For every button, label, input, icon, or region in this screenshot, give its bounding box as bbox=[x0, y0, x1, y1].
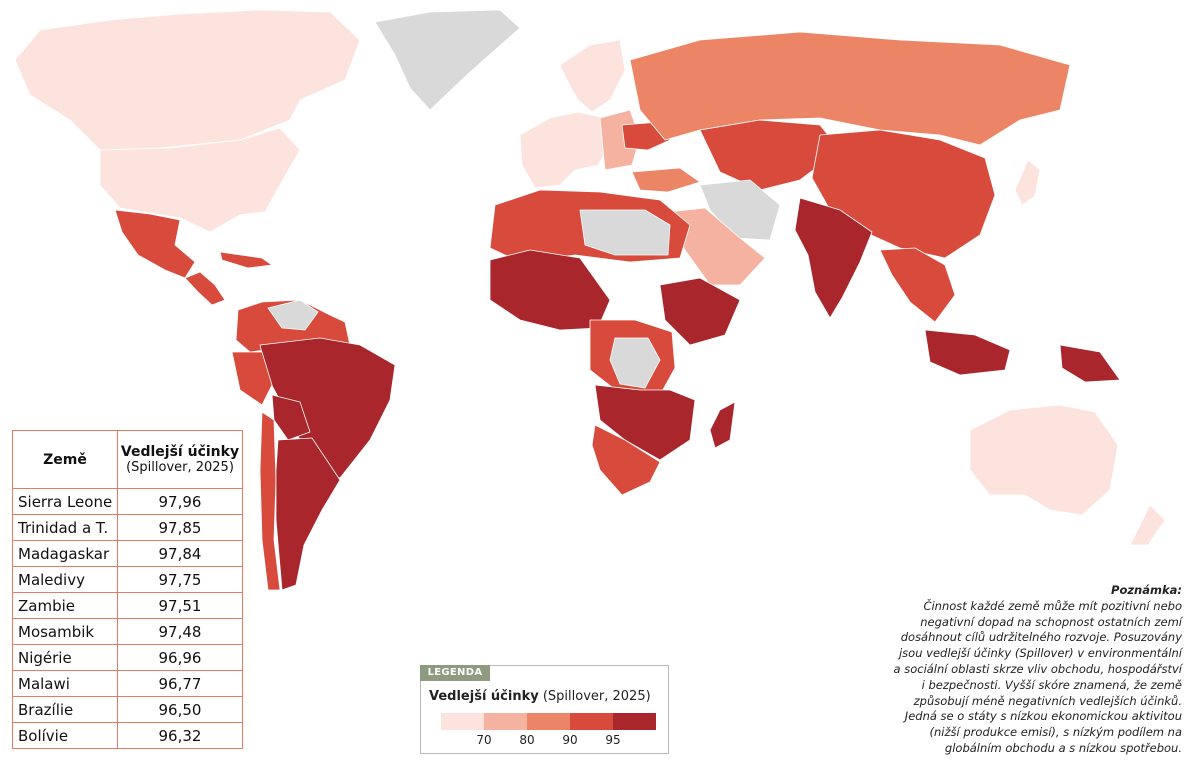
row-value: 96,32 bbox=[117, 722, 243, 749]
row-value: 96,96 bbox=[117, 644, 243, 671]
note-line: Činnost každé země může mít pozitivní ne… bbox=[923, 598, 1182, 613]
note-line: i bezpečnosti. Vyšší skóre znamená, že z… bbox=[921, 677, 1182, 692]
legend-tab: LEGENDA bbox=[420, 665, 490, 681]
region-libya-egypt bbox=[579, 209, 671, 256]
row-value: 96,77 bbox=[117, 670, 243, 697]
legend-title-bold: Vedlejší účinky bbox=[429, 689, 539, 704]
region-indonesia bbox=[924, 329, 1011, 376]
header-value-subtitle: (Spillover, 2025) bbox=[126, 460, 234, 475]
region-west-africa bbox=[489, 249, 611, 331]
table-row: Malawi 96,77 bbox=[12, 670, 243, 697]
legend-tick: 95 bbox=[605, 733, 621, 747]
table-row: Maledivy 97,75 bbox=[12, 566, 243, 593]
legend-swatch-1 bbox=[441, 713, 484, 730]
row-country: Madagaskar bbox=[12, 540, 118, 567]
row-value: 97,48 bbox=[117, 618, 243, 645]
region-chile bbox=[259, 411, 281, 591]
header-country: Země bbox=[12, 430, 118, 489]
region-central-america bbox=[184, 271, 226, 306]
region-greenland bbox=[374, 9, 521, 111]
table-row: Sierra Leone 97,96 bbox=[12, 488, 243, 515]
region-southeast-asia bbox=[879, 247, 956, 323]
region-east-africa bbox=[659, 277, 741, 346]
note-line: (nižší produkce emisí), s nízkým podílem… bbox=[929, 725, 1182, 740]
region-turkey bbox=[631, 167, 701, 193]
region-caribbean bbox=[219, 251, 273, 269]
row-value: 96,50 bbox=[117, 696, 243, 723]
legend-tick: 90 bbox=[562, 733, 578, 747]
region-southern-africa bbox=[591, 424, 661, 496]
region-usa bbox=[99, 127, 301, 233]
row-value: 97,75 bbox=[117, 566, 243, 593]
row-value: 97,84 bbox=[117, 540, 243, 567]
region-venezuela bbox=[267, 299, 319, 331]
region-argentina bbox=[275, 437, 341, 591]
row-country: Nigérie bbox=[12, 644, 118, 671]
table-row: Bolívie 96,32 bbox=[12, 722, 243, 749]
region-peru bbox=[231, 351, 273, 406]
region-bolivia bbox=[271, 394, 311, 441]
table-row: Nigérie 96,96 bbox=[12, 644, 243, 671]
region-new-zealand bbox=[1129, 504, 1166, 546]
note-line: a sociální oblasti skrze vliv obchodu, h… bbox=[893, 661, 1182, 676]
map-note: Poznámka: Činnost každé země může mít po… bbox=[852, 583, 1182, 757]
legend-title-rest: (Spillover, 2025) bbox=[538, 689, 651, 704]
row-country: Brazílie bbox=[12, 696, 118, 723]
note-line: Jedná se o státy s nízkou ekonomickou ak… bbox=[904, 709, 1182, 724]
legend-swatch-3 bbox=[527, 713, 570, 730]
row-country: Maledivy bbox=[12, 566, 118, 593]
table-row: Zambie 97,51 bbox=[12, 592, 243, 619]
legend-swatch-2 bbox=[484, 713, 527, 730]
note-line: jsou vedlejší účinky (Spillover) v envir… bbox=[898, 646, 1182, 661]
table-row: Madagaskar 97,84 bbox=[12, 540, 243, 567]
row-country: Trinidad a T. bbox=[12, 514, 118, 541]
row-value: 97,85 bbox=[117, 514, 243, 541]
legend-swatch-4 bbox=[570, 713, 613, 730]
note-title: Poznámka: bbox=[1111, 583, 1182, 597]
note-line: globálním obchodu a s nízkou spotřebou. bbox=[944, 740, 1182, 755]
note-line: negativní dopad na schopnost ostatních z… bbox=[920, 614, 1182, 629]
table-row: Brazílie 96,50 bbox=[12, 696, 243, 723]
region-russia bbox=[629, 31, 1071, 146]
region-japan bbox=[1014, 159, 1041, 206]
note-line: způsobují méně negativních vedlejších úč… bbox=[913, 693, 1182, 708]
map-legend: LEGENDA Vedlejší účinky (Spillover, 2025… bbox=[420, 665, 669, 754]
region-canada bbox=[14, 9, 361, 151]
legend-tick: 70 bbox=[476, 733, 492, 747]
row-country: Zambie bbox=[12, 592, 118, 619]
region-southern-africa-east bbox=[594, 384, 696, 461]
row-country: Malawi bbox=[12, 670, 118, 697]
region-india bbox=[794, 197, 873, 319]
table-header-row: Země Vedlejší účinky (Spillover, 2025) bbox=[12, 430, 243, 489]
region-madagascar bbox=[709, 401, 736, 449]
row-value: 97,96 bbox=[117, 488, 243, 515]
region-scandinavia bbox=[559, 39, 626, 113]
region-australia bbox=[969, 404, 1119, 516]
region-middle-east bbox=[699, 179, 781, 241]
legend-title: Vedlejší účinky (Spillover, 2025) bbox=[429, 689, 651, 704]
region-west-europe bbox=[519, 111, 611, 189]
ranking-table: Země Vedlejší účinky (Spillover, 2025) S… bbox=[12, 430, 243, 749]
table-row: Mosambik 97,48 bbox=[12, 618, 243, 645]
region-arabia bbox=[667, 207, 766, 286]
region-mexico bbox=[114, 209, 196, 279]
table-row: Trinidad a T. 97,85 bbox=[12, 514, 243, 541]
row-country: Mosambik bbox=[12, 618, 118, 645]
header-value: Vedlejší účinky (Spillover, 2025) bbox=[117, 430, 243, 489]
region-congo bbox=[609, 337, 661, 389]
header-value-title: Vedlejší účinky bbox=[120, 444, 240, 460]
note-line: dosáhnout cílů udržitelného rozvoje. Pos… bbox=[900, 630, 1182, 645]
legend-tick: 80 bbox=[519, 733, 535, 747]
region-new-guinea bbox=[1059, 344, 1121, 383]
row-country: Sierra Leone bbox=[12, 488, 118, 515]
legend-color-scale bbox=[441, 713, 656, 730]
row-country: Bolívie bbox=[12, 722, 118, 749]
row-value: 97,51 bbox=[117, 592, 243, 619]
legend-swatch-5 bbox=[613, 713, 656, 730]
